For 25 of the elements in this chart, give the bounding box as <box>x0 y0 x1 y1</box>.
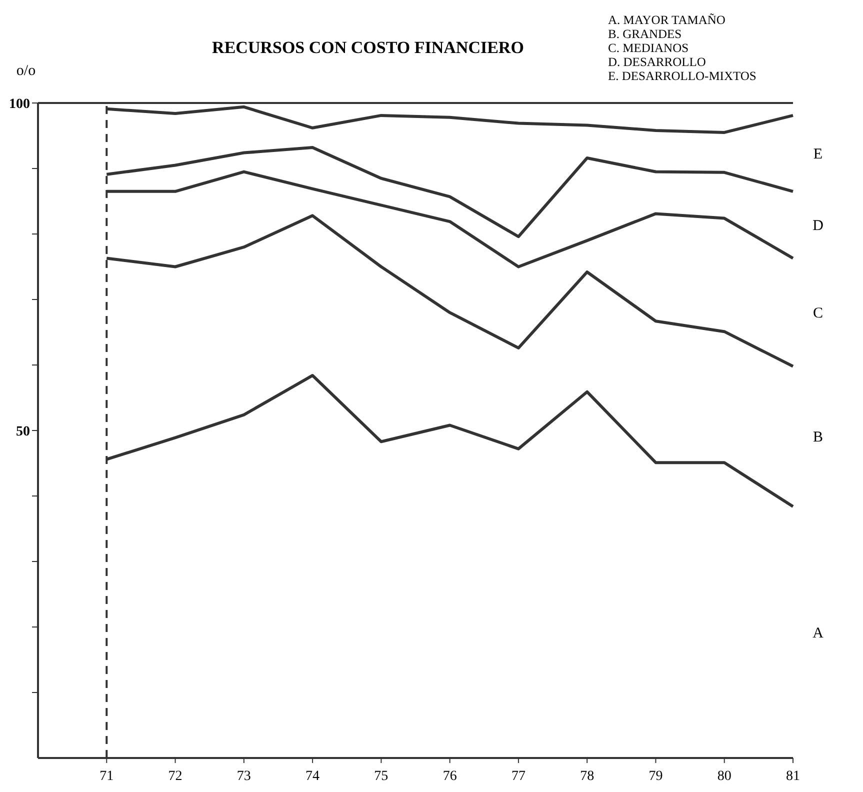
chart-title: RECURSOS CON COSTO FINANCIERO <box>212 38 524 57</box>
text: B <box>812 430 824 446</box>
text: C. MEDIANOS <box>608 41 689 55</box>
x-tick-label: 71 <box>100 769 114 784</box>
x-tick-label: 79 <box>648 769 663 784</box>
x-tick-label: 80 <box>717 769 732 784</box>
x-tick-label: 74 <box>306 769 320 784</box>
y-tick-label: 100 <box>9 96 30 112</box>
y-tick-label: 50 <box>16 424 30 440</box>
text: B. GRANDES <box>608 27 682 41</box>
text: D <box>812 218 824 234</box>
text: A <box>812 625 824 642</box>
y-axis-title: o/o <box>16 63 36 79</box>
text: A. MAYOR TAMAÑO <box>608 13 726 27</box>
text: E. DESARROLLO-MIXTOS <box>608 69 756 83</box>
x-tick-label: 76 <box>442 769 457 784</box>
text: C <box>812 306 824 322</box>
x-tick-label: 75 <box>374 769 388 784</box>
x-tick-label: 77 <box>511 769 526 784</box>
x-tick-label: 73 <box>236 769 251 784</box>
text: E <box>813 146 823 163</box>
x-tick-label: 72 <box>168 769 182 784</box>
text: D. DESARROLLO <box>608 55 706 69</box>
x-tick-label: 81 <box>786 769 800 784</box>
x-tick-label: 78 <box>580 769 594 784</box>
